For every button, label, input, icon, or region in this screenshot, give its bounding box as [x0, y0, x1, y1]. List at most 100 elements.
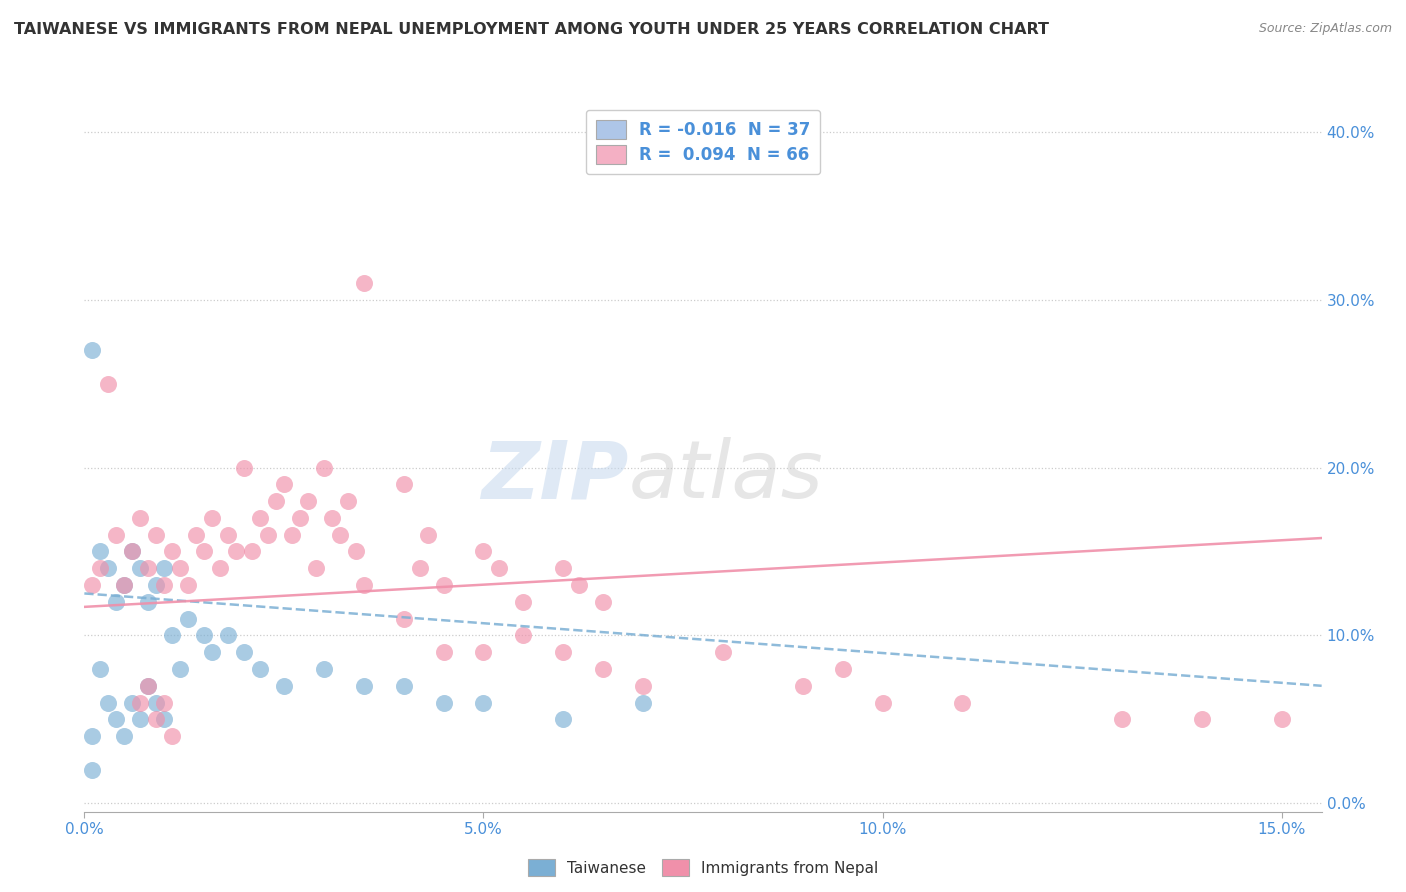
Point	[129, 712, 152, 726]
Point	[240, 544, 263, 558]
Point	[392, 612, 415, 626]
Point	[201, 645, 224, 659]
Point	[97, 561, 120, 575]
Point	[129, 696, 152, 710]
Point	[512, 628, 534, 642]
Point	[160, 544, 183, 558]
Point	[553, 645, 575, 659]
Text: Source: ZipAtlas.com: Source: ZipAtlas.com	[1258, 22, 1392, 36]
Point	[392, 679, 415, 693]
Point	[209, 561, 232, 575]
Point	[82, 729, 104, 743]
Point	[264, 494, 287, 508]
Point	[592, 662, 614, 676]
Point	[153, 561, 176, 575]
Point	[169, 561, 191, 575]
Point	[145, 527, 167, 541]
Point	[145, 578, 167, 592]
Legend: Taiwanese, Immigrants from Nepal: Taiwanese, Immigrants from Nepal	[522, 853, 884, 882]
Point	[353, 578, 375, 592]
Text: TAIWANESE VS IMMIGRANTS FROM NEPAL UNEMPLOYMENT AMONG YOUTH UNDER 25 YEARS CORRE: TAIWANESE VS IMMIGRANTS FROM NEPAL UNEMP…	[14, 22, 1049, 37]
Point	[129, 561, 152, 575]
Point	[631, 696, 654, 710]
Text: atlas: atlas	[628, 437, 824, 516]
Point	[177, 578, 200, 592]
Point	[82, 578, 104, 592]
Point	[112, 578, 135, 592]
Point	[129, 511, 152, 525]
Point	[121, 544, 143, 558]
Point	[408, 561, 430, 575]
Point	[105, 595, 128, 609]
Point	[225, 544, 247, 558]
Point	[273, 679, 295, 693]
Point	[217, 628, 239, 642]
Point	[193, 544, 215, 558]
Point	[112, 729, 135, 743]
Point	[136, 595, 159, 609]
Point	[105, 712, 128, 726]
Point	[312, 460, 335, 475]
Point	[297, 494, 319, 508]
Point	[89, 544, 111, 558]
Point	[392, 477, 415, 491]
Point	[169, 662, 191, 676]
Point	[329, 527, 352, 541]
Point	[121, 544, 143, 558]
Point	[153, 712, 176, 726]
Point	[353, 276, 375, 290]
Point	[273, 477, 295, 491]
Point	[121, 696, 143, 710]
Point	[89, 662, 111, 676]
Point	[952, 696, 974, 710]
Point	[82, 763, 104, 777]
Point	[136, 561, 159, 575]
Point	[336, 494, 359, 508]
Point	[711, 645, 734, 659]
Point	[184, 527, 207, 541]
Point	[193, 628, 215, 642]
Point	[249, 511, 271, 525]
Point	[416, 527, 439, 541]
Point	[257, 527, 280, 541]
Point	[217, 527, 239, 541]
Point	[281, 527, 304, 541]
Point	[432, 696, 454, 710]
Point	[344, 544, 367, 558]
Point	[136, 679, 159, 693]
Point	[432, 578, 454, 592]
Point	[592, 595, 614, 609]
Point	[97, 696, 120, 710]
Point	[145, 712, 167, 726]
Point	[233, 460, 256, 475]
Point	[305, 561, 328, 575]
Point	[872, 696, 894, 710]
Point	[145, 696, 167, 710]
Point	[97, 376, 120, 391]
Point	[112, 578, 135, 592]
Point	[249, 662, 271, 676]
Point	[472, 696, 495, 710]
Point	[160, 729, 183, 743]
Text: ZIP: ZIP	[481, 437, 628, 516]
Point	[1271, 712, 1294, 726]
Point	[831, 662, 853, 676]
Point	[472, 544, 495, 558]
Point	[488, 561, 510, 575]
Point	[553, 561, 575, 575]
Point	[153, 578, 176, 592]
Point	[568, 578, 591, 592]
Point	[432, 645, 454, 659]
Point	[553, 712, 575, 726]
Point	[136, 679, 159, 693]
Point	[472, 645, 495, 659]
Point	[1191, 712, 1213, 726]
Point	[89, 561, 111, 575]
Point	[233, 645, 256, 659]
Point	[631, 679, 654, 693]
Point	[512, 595, 534, 609]
Point	[353, 679, 375, 693]
Point	[177, 612, 200, 626]
Point	[160, 628, 183, 642]
Point	[82, 343, 104, 357]
